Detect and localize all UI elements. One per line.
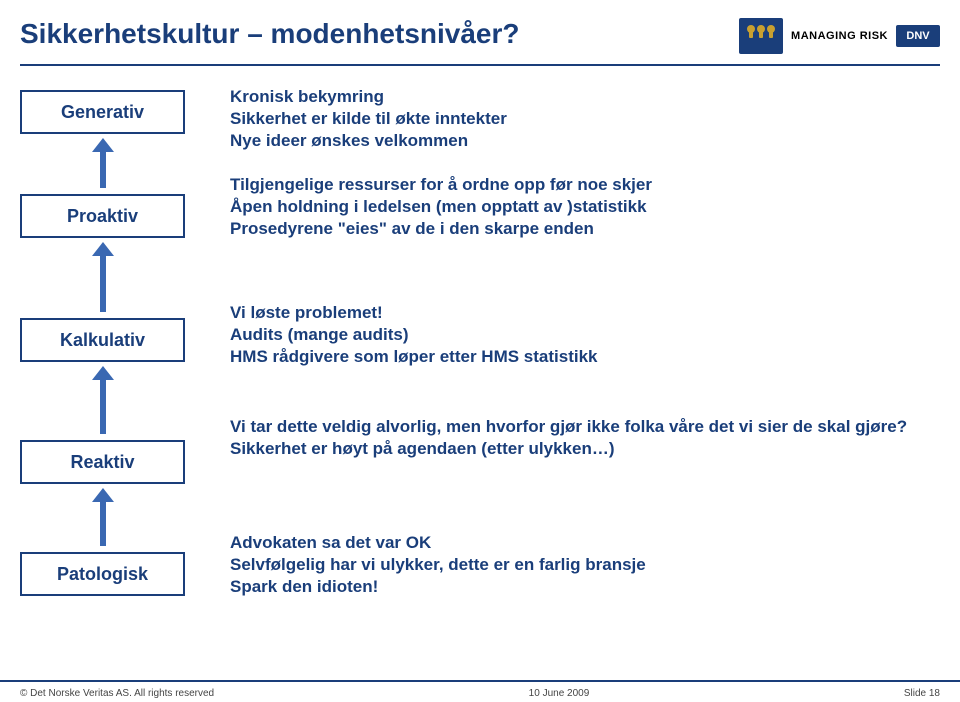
level-desc-patologisk: Advokaten sa det var OKSelvfølgelig har …	[230, 532, 940, 598]
level-box-patologisk: Patologisk	[20, 552, 185, 596]
managing-risk-label: MANAGING RISK	[791, 30, 888, 42]
dnv-logo: DNV	[896, 25, 940, 47]
level-desc-kalkulativ: Vi løste problemet!Audits (mange audits)…	[230, 302, 940, 368]
header-divider	[20, 64, 940, 66]
logo-row: MANAGING RISK DNV	[739, 18, 940, 54]
level-box-kalkulativ: Kalkulativ	[20, 318, 185, 362]
page-title: Sikkerhetskultur – modenhetsnivåer?	[20, 18, 520, 50]
level-column: Generativ Proaktiv Kalkulativ Reaktiv Patolo…	[20, 90, 190, 630]
footer-copyright: © Det Norske Veritas AS. All rights rese…	[20, 688, 214, 699]
header: Sikkerhetskultur – modenhetsnivåer? MANA…	[0, 0, 960, 54]
arrow-up-icon	[100, 254, 106, 312]
level-desc-generativ: Kronisk bekymringSikkerhet er kilde til …	[230, 86, 940, 152]
diagram: Generativ Proaktiv Kalkulativ Reaktiv Patolo…	[20, 90, 940, 630]
level-box-reaktiv: Reaktiv	[20, 440, 185, 484]
footer-date: 10 June 2009	[529, 688, 590, 699]
description-column: Kronisk bekymringSikkerhet er kilde til …	[230, 90, 940, 630]
arrow-up-icon	[100, 500, 106, 546]
level-desc-reaktiv: Vi tar dette veldig alvorlig, men hvorfo…	[230, 416, 940, 460]
level-box-generativ: Generativ	[20, 90, 185, 134]
footer-slide: Slide 18	[904, 688, 940, 699]
level-desc-proaktiv: Tilgjengelige ressurser for å ordne opp …	[230, 174, 940, 240]
arrow-up-icon	[100, 150, 106, 188]
arrow-up-icon	[100, 378, 106, 434]
dnv-shield-icon	[739, 18, 783, 54]
level-box-proaktiv: Proaktiv	[20, 194, 185, 238]
footer: © Det Norske Veritas AS. All rights rese…	[0, 680, 960, 702]
